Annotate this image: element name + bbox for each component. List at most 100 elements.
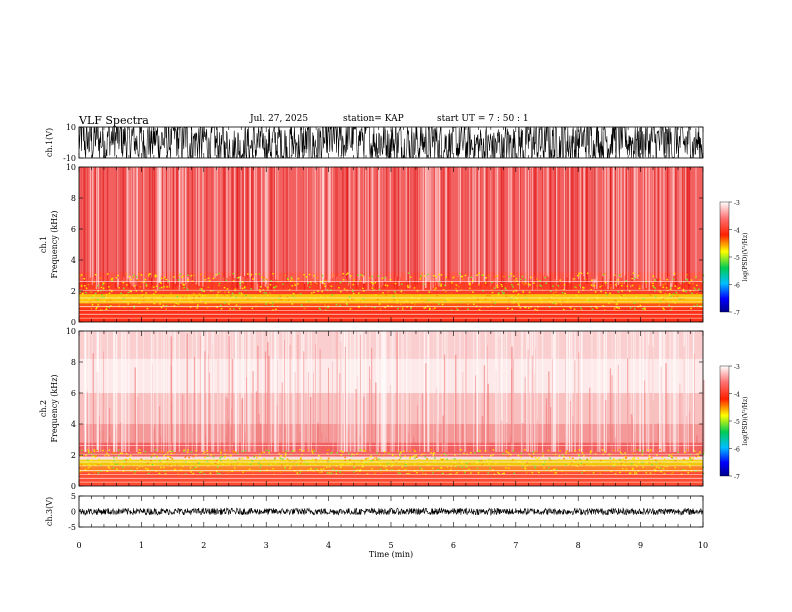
- noise-streak: [659, 167, 662, 287]
- spectral-speckle: [297, 277, 300, 280]
- noise-streak: [332, 331, 334, 452]
- spectral-speckle: [678, 287, 681, 289]
- spectral-speckle: [654, 287, 657, 289]
- noise-streak: [252, 371, 254, 452]
- spectral-speckle: [300, 457, 302, 459]
- noise-streak: [276, 167, 278, 286]
- spectral-speckle: [325, 306, 327, 308]
- spectral-speckle: [146, 307, 149, 310]
- spectral-speckle: [413, 287, 416, 289]
- spectral-speckle: [284, 452, 287, 455]
- spectral-speckle: [583, 463, 585, 466]
- noise-streak: [203, 331, 205, 452]
- spectral-speckle: [108, 467, 111, 469]
- noise-streak: [414, 167, 416, 284]
- spectral-speckle: [536, 458, 539, 461]
- spectral-speckle: [229, 308, 232, 310]
- spectral-speckle: [137, 452, 140, 454]
- spectral-speckle: [196, 307, 199, 309]
- spectral-speckle: [378, 288, 381, 291]
- noise-streak: [209, 372, 210, 452]
- spectral-speckle: [441, 303, 444, 306]
- spectral-speckle: [470, 472, 472, 474]
- y-tick-label: 10: [66, 163, 76, 172]
- noise-streak: [634, 331, 636, 452]
- spectral-speckle: [496, 284, 498, 287]
- spectral-speckle: [380, 471, 383, 473]
- noise-streak: [510, 167, 512, 284]
- spectral-speckle: [696, 293, 698, 295]
- spectral-speckle: [171, 450, 173, 452]
- spectral-speckle: [266, 288, 269, 291]
- spectral-speckle: [376, 459, 378, 461]
- spectral-speckle: [486, 294, 489, 297]
- spectral-speckle: [214, 299, 216, 301]
- spectral-speckle: [457, 469, 460, 471]
- spectral-speckle: [129, 290, 132, 292]
- spectral-speckle: [290, 466, 292, 468]
- spectral-speckle: [533, 282, 535, 284]
- noise-streak: [614, 167, 616, 284]
- noise-streak: [91, 331, 93, 452]
- spectral-speckle: [511, 298, 513, 300]
- noise-streak: [341, 331, 343, 452]
- spectral-speckle: [377, 293, 380, 295]
- spectral-speckle: [93, 294, 96, 297]
- noise-streak: [551, 331, 553, 452]
- spectral-speckle: [128, 275, 131, 278]
- noise-streak: [98, 167, 100, 290]
- spectral-speckle: [455, 287, 457, 290]
- spectral-speckle: [167, 280, 170, 282]
- spectral-speckle: [614, 299, 616, 302]
- noise-streak: [125, 331, 127, 452]
- noise-streak: [508, 167, 510, 283]
- spectral-speckle: [580, 462, 583, 464]
- spectral-speckle: [138, 449, 141, 451]
- spectral-speckle: [352, 283, 355, 286]
- spectral-speckle: [198, 295, 201, 298]
- spectral-speckle: [86, 468, 89, 470]
- spectral-speckle: [379, 464, 382, 466]
- noise-streak: [490, 167, 492, 287]
- spectral-speckle: [490, 304, 493, 307]
- spectral-speckle: [557, 458, 560, 461]
- spectral-speckle: [177, 279, 180, 281]
- spectral-speckle: [539, 465, 542, 468]
- spectral-speckle: [186, 460, 189, 462]
- spectral-speckle: [282, 458, 284, 460]
- spectral-speckle: [440, 458, 442, 460]
- spectral-speckle: [621, 284, 623, 287]
- noise-streak: [675, 167, 677, 291]
- spectral-speckle: [543, 460, 546, 463]
- spectral-speckle: [183, 450, 185, 453]
- spectral-speckle: [401, 308, 404, 310]
- spectral-speckle: [125, 453, 128, 455]
- noise-streak: [243, 331, 244, 452]
- spectral-speckle: [79, 275, 82, 277]
- spectral-speckle: [191, 468, 194, 471]
- noise-streak: [503, 167, 505, 288]
- spectral-speckle: [115, 277, 118, 279]
- spectral-speckle: [478, 272, 480, 274]
- spectral-speckle: [677, 451, 679, 454]
- spectral-speckle: [313, 450, 316, 452]
- spectral-speckle: [177, 303, 180, 305]
- spectral-speckle: [219, 459, 222, 462]
- spectral-speckle: [387, 452, 390, 454]
- spectral-speckle: [645, 472, 648, 474]
- spectral-speckle: [671, 295, 674, 298]
- spectral-speckle: [549, 300, 551, 303]
- noise-streak: [319, 167, 321, 289]
- spectral-speckle: [456, 308, 459, 311]
- noise-streak: [226, 167, 228, 279]
- spectral-speckle: [197, 304, 199, 306]
- noise-streak: [107, 331, 109, 452]
- spectral-speckle: [491, 469, 494, 471]
- spectral-speckle: [117, 454, 120, 457]
- spectral-speckle: [440, 274, 443, 276]
- noise-streak: [566, 167, 568, 278]
- spectral-speckle: [218, 272, 220, 275]
- spectral-speckle: [462, 278, 464, 280]
- noise-streak: [342, 167, 344, 277]
- spectral-speckle: [316, 282, 318, 285]
